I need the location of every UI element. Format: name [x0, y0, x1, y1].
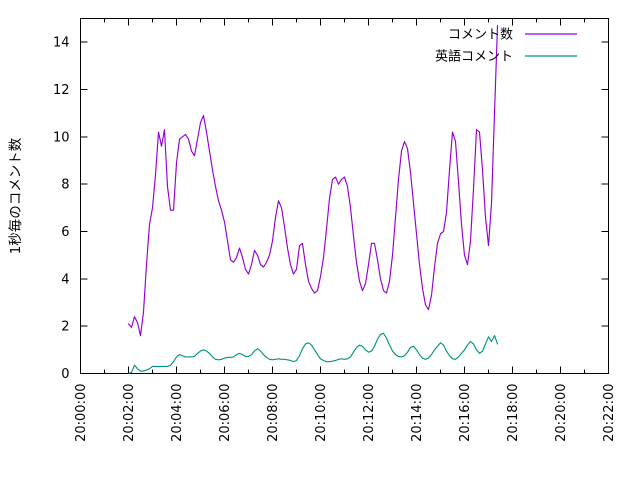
data-series-group [127, 25, 499, 374]
axis-frame [79, 17, 610, 375]
y-tick-label: 4 [61, 272, 69, 287]
x-tick-label: 20:02:00 [122, 384, 137, 442]
x-tick-label: 20:10:00 [314, 384, 329, 442]
y-tick-label: 2 [61, 320, 69, 335]
x-tick-label: 20:12:00 [362, 384, 377, 442]
y-tick-label: 14 [53, 36, 70, 51]
y-axis-label: 1秒毎のコメント数 [8, 137, 24, 254]
x-tick-label: 20:04:00 [170, 384, 185, 442]
x-tick-label: 20:16:00 [458, 384, 473, 442]
y-axis-title: 1秒毎のコメント数 [8, 137, 24, 254]
y-axis-tick-labels: 0 2 4 6 8 10 12 14 [53, 36, 70, 382]
x-tick-label: 20:18:00 [506, 384, 521, 442]
x-axis-ticks [79, 18, 610, 374]
y-tick-label: 8 [61, 178, 69, 193]
x-tick-label: 20:00:00 [74, 384, 89, 442]
x-tick-label: 20:20:00 [554, 384, 569, 442]
legend-label-2: 英語コメント [435, 49, 513, 65]
series-line-2 [127, 332, 499, 374]
y-tick-label: 12 [53, 83, 70, 98]
x-tick-label: 20:08:00 [266, 384, 281, 442]
series-line-1 [127, 25, 499, 337]
y-tick-label: 0 [61, 367, 69, 382]
y-axis-ticks [80, 41, 609, 375]
x-tick-label: 20:14:00 [410, 384, 425, 442]
y-tick-label: 10 [53, 130, 70, 145]
x-tick-label: 20:22:00 [602, 384, 617, 442]
x-tick-label: 20:06:00 [218, 384, 233, 442]
x-axis-tick-labels: 20:00:00 20:02:00 20:04:00 20:06:00 20:08:00… [74, 384, 617, 442]
legend-label-1: コメント数 [448, 28, 513, 43]
y-tick-label: 6 [61, 225, 69, 240]
